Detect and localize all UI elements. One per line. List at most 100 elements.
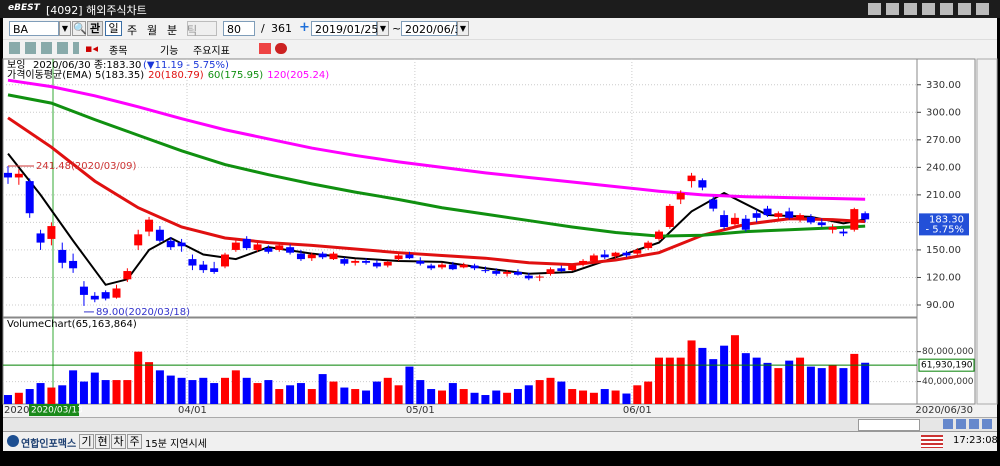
candle-body — [427, 265, 436, 269]
menu[interactable]: 종목 — [109, 46, 128, 57]
candle-body — [568, 265, 577, 271]
search-button[interactable]: 🔍 — [72, 21, 87, 36]
candle-body — [535, 276, 544, 278]
y-tick-label: 270.00 — [926, 135, 961, 146]
status-button[interactable]: 차 — [111, 434, 126, 449]
period-button[interactable]: 분 — [167, 24, 178, 37]
clock: 17:23:08 — [953, 435, 998, 446]
volume-bar — [242, 377, 251, 404]
volume-bar — [665, 357, 674, 404]
period-button[interactable]: 월 — [147, 24, 158, 37]
volume-bar — [90, 372, 99, 404]
candle-body — [709, 199, 718, 209]
candle-body — [416, 260, 425, 264]
candle-body — [752, 213, 761, 218]
candle-body — [340, 259, 349, 264]
candle-body — [796, 215, 805, 219]
legend-entry: 20(180.79) — [148, 70, 204, 81]
symbol-dropdown[interactable]: ▼ — [59, 21, 71, 36]
candle-body — [600, 254, 609, 258]
volume-bar — [600, 389, 609, 404]
volume-bar — [535, 380, 544, 404]
volume-bar — [513, 389, 522, 404]
period-button[interactable]: 주 — [127, 24, 138, 37]
chart-subtitle: 2020/06/30 종:183.30 — [33, 59, 141, 71]
volume-bar — [101, 380, 110, 404]
y-tick-label: 40,000,000 — [922, 377, 974, 387]
start-date[interactable]: 2019/01/25 — [311, 21, 378, 36]
candle-body — [774, 213, 783, 217]
zoom-slider[interactable] — [858, 419, 920, 431]
candle-body — [503, 271, 512, 274]
y-tick-label: 80,000,000 — [922, 347, 974, 357]
candle-body — [264, 248, 273, 252]
provider-logo — [7, 435, 19, 447]
candle-body — [459, 264, 468, 268]
candle-body — [112, 288, 121, 298]
tool-icon[interactable]: ▪◂ — [85, 42, 98, 55]
candle-body — [242, 238, 251, 249]
candle-body — [101, 292, 110, 299]
candle-body — [362, 260, 371, 263]
status-button[interactable]: 주 — [127, 434, 142, 449]
scrollbar[interactable] — [3, 417, 997, 432]
volume-bar — [861, 362, 870, 404]
date-dropdown[interactable]: ▼ — [457, 21, 469, 36]
end-date[interactable]: 2020/06/30 — [401, 21, 468, 36]
add-button[interactable]: + — [299, 20, 310, 35]
volume-bar — [372, 381, 381, 404]
candle-body — [58, 249, 67, 263]
volume-bar — [557, 381, 566, 404]
menu[interactable]: 주요지표 — [193, 46, 230, 57]
date-dropdown[interactable]: ▼ — [377, 21, 389, 36]
candle-body — [286, 247, 295, 253]
volume-bar — [785, 360, 794, 404]
ma-line — [7, 78, 866, 201]
volume-bar — [839, 368, 848, 404]
candle-body — [644, 242, 653, 249]
candle-body — [307, 254, 316, 259]
candle-body — [622, 252, 631, 256]
volume-bar — [47, 387, 56, 404]
volume-bar — [329, 381, 338, 404]
scroll-buttons[interactable] — [943, 419, 993, 429]
candle-body — [763, 208, 772, 216]
total-count: 361 — [271, 22, 292, 35]
y-tick-label: 150.00 — [926, 245, 961, 256]
volume-bar — [774, 368, 783, 404]
range-separator: ~ — [392, 22, 402, 35]
menu[interactable]: 기능 — [160, 46, 179, 57]
count-input[interactable]: 80 — [223, 21, 255, 36]
window-buttons[interactable] — [868, 3, 994, 15]
candle-body — [806, 216, 815, 223]
high-note: 241.48(2020/03/09) — [36, 161, 137, 172]
candle-body — [687, 175, 696, 182]
volume-bar — [806, 366, 815, 404]
cursor-label: 2020/03/13 — [31, 406, 83, 416]
volume-bar — [503, 392, 512, 404]
volume-bar — [340, 387, 349, 404]
volume-bar — [362, 390, 371, 404]
tool-icon[interactable] — [259, 43, 271, 54]
candle-body — [817, 222, 826, 226]
volume-bar — [177, 377, 186, 404]
candle-body — [633, 249, 642, 254]
tool-icons[interactable] — [9, 42, 79, 54]
candle-body — [850, 209, 859, 230]
status-button[interactable]: 현 — [95, 434, 110, 449]
legend-entry: 120(205.24) — [267, 70, 329, 81]
volume-bar — [166, 375, 175, 404]
volume-ma-label: 61,930,190 — [921, 361, 973, 371]
title-bar: eBEST [4092] 해외주식차트 — [0, 0, 1000, 18]
symbol-input[interactable]: BA — [9, 21, 59, 36]
chart-button[interactable]: 관 — [87, 21, 103, 36]
period-button[interactable]: 일 — [105, 21, 122, 36]
candle-body — [177, 242, 186, 247]
status-button[interactable]: 기 — [79, 434, 94, 449]
candle-body — [785, 211, 794, 218]
tool-icon[interactable] — [275, 43, 287, 54]
unit-combo[interactable] — [187, 21, 217, 36]
volume-bar — [568, 389, 577, 404]
volume-bar — [307, 389, 316, 404]
flag — [921, 435, 943, 448]
